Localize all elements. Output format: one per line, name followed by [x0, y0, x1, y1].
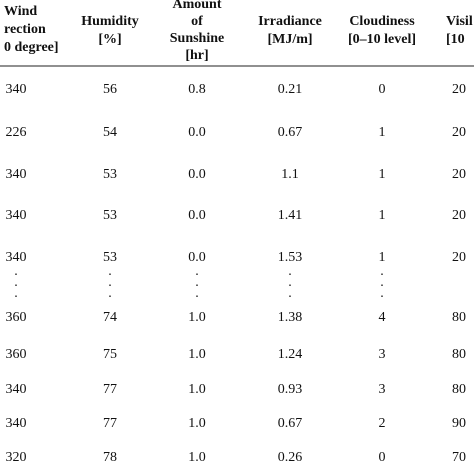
cell: 340	[6, 416, 27, 431]
cell: 0.67	[278, 125, 303, 140]
cell: 1	[379, 250, 386, 265]
cell: 77	[103, 382, 117, 397]
cell: 1.1	[281, 167, 299, 182]
cell: 53	[103, 208, 117, 223]
cell: 53	[103, 250, 117, 265]
cell: 80	[452, 347, 466, 362]
header-text: 0 degree]	[4, 40, 59, 55]
header-text: Visil	[446, 14, 473, 29]
cell: 226	[6, 125, 27, 140]
cell: 360	[6, 310, 27, 325]
cell: 340	[6, 82, 27, 97]
cell: 1.53	[278, 250, 303, 265]
header-text: Amount	[172, 0, 221, 12]
header-text: [%]	[98, 32, 121, 47]
cell: 1	[379, 125, 386, 140]
cell: 20	[452, 167, 466, 182]
cell: 3	[379, 347, 386, 362]
cell: 80	[452, 310, 466, 325]
cell: 70	[452, 450, 466, 465]
cell: 0.0	[188, 125, 206, 140]
cell: .	[108, 275, 112, 290]
cell: 0.0	[188, 208, 206, 223]
cell: 360	[6, 347, 27, 362]
cell: 4	[379, 310, 386, 325]
cell: .	[380, 264, 384, 279]
cell: .	[288, 264, 292, 279]
cell: 53	[103, 167, 117, 182]
cell: 1	[379, 208, 386, 223]
cell: 75	[103, 347, 117, 362]
cell: .	[14, 286, 18, 301]
header-text: [hr]	[185, 48, 208, 63]
cell: 1.0	[188, 450, 206, 465]
header-text: Humidity	[81, 14, 139, 29]
cell: 20	[452, 82, 466, 97]
cell: 0.8	[188, 82, 206, 97]
cell: 3	[379, 382, 386, 397]
cell: 90	[452, 416, 466, 431]
cell: 1.0	[188, 382, 206, 397]
cell: 1.38	[278, 310, 303, 325]
cell: .	[380, 275, 384, 290]
header-text: Irradiance	[258, 14, 322, 29]
cell: 0	[379, 82, 386, 97]
cell: 2	[379, 416, 386, 431]
header-text: [10	[446, 32, 465, 47]
cell: 0	[379, 450, 386, 465]
cell: 1.41	[278, 208, 303, 223]
cell: .	[288, 275, 292, 290]
cell: 0.0	[188, 250, 206, 265]
cell: 54	[103, 125, 117, 140]
cell: .	[195, 286, 199, 301]
cell: 1.24	[278, 347, 303, 362]
cell: 1.0	[188, 347, 206, 362]
cell: 340	[6, 382, 27, 397]
cell: .	[108, 286, 112, 301]
header-text: Wind	[4, 4, 37, 19]
cell: 20	[452, 208, 466, 223]
cell: 320	[6, 450, 27, 465]
cell: 0.93	[278, 382, 303, 397]
cell: 0.0	[188, 167, 206, 182]
cell: 0.21	[278, 82, 303, 97]
cell: 340	[6, 250, 27, 265]
cell: 77	[103, 416, 117, 431]
cell: 0.67	[278, 416, 303, 431]
cell: 80	[452, 382, 466, 397]
cell: .	[195, 264, 199, 279]
cell: .	[380, 286, 384, 301]
cell: 56	[103, 82, 117, 97]
cell: 0.26	[278, 450, 303, 465]
cell: 1.0	[188, 416, 206, 431]
cell: 20	[452, 250, 466, 265]
cell: 74	[103, 310, 117, 325]
header-text: Cloudiness	[349, 14, 415, 29]
cell: .	[288, 286, 292, 301]
cell: 1.0	[188, 310, 206, 325]
cell: 78	[103, 450, 117, 465]
header-text: Sunshine	[170, 31, 224, 46]
header-text: [0–10 level]	[348, 32, 416, 47]
cell: 340	[6, 208, 27, 223]
header-text: of	[191, 14, 203, 29]
cell: .	[108, 264, 112, 279]
cell: .	[195, 275, 199, 290]
header-text: [MJ/m]	[267, 32, 312, 47]
cell: 340	[6, 167, 27, 182]
cell: 1	[379, 167, 386, 182]
header-text: rection	[4, 22, 46, 37]
cell: .	[14, 275, 18, 290]
cell: 20	[452, 125, 466, 140]
cell: .	[14, 264, 18, 279]
